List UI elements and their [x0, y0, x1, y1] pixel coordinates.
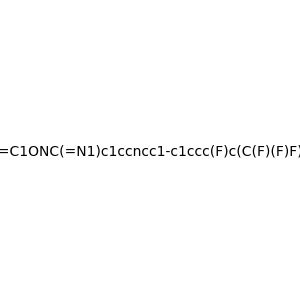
Text: O=C1ONC(=N1)c1ccncc1-c1ccc(F)c(C(F)(F)F)c1: O=C1ONC(=N1)c1ccncc1-c1ccc(F)c(C(F)(F)F)… — [0, 145, 300, 158]
